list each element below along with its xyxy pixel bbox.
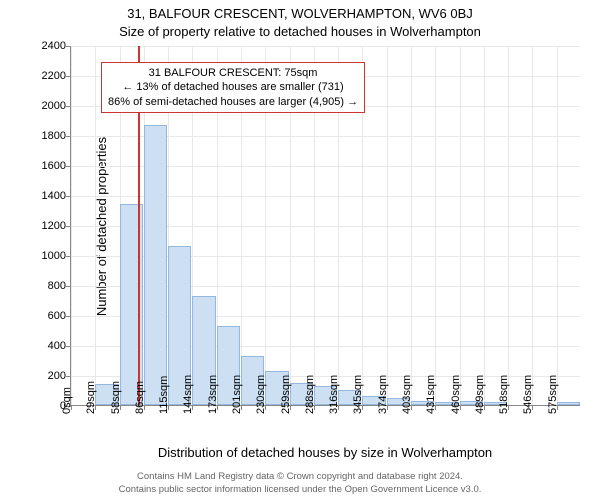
y-tick-label: 1400: [32, 190, 66, 202]
y-tick-label: 600: [32, 310, 66, 322]
y-tick-label: 800: [32, 280, 66, 292]
histogram-bar: [144, 125, 167, 406]
footer-line-2: Contains public sector information licen…: [0, 484, 600, 496]
annotation-box: 31 BALFOUR CRESCENT: 75sqm← 13% of detac…: [101, 62, 365, 113]
y-tick-label: 1600: [32, 160, 66, 172]
y-tick-label: 2400: [32, 40, 66, 52]
y-tick-label: 1000: [32, 250, 66, 262]
annotation-line: 31 BALFOUR CRESCENT: 75sqm: [108, 66, 358, 80]
y-tick-label: 1800: [32, 130, 66, 142]
chart-container: 31, BALFOUR CRESCENT, WOLVERHAMPTON, WV6…: [0, 0, 600, 500]
x-axis-label: Distribution of detached houses by size …: [70, 445, 580, 460]
annotation-line: 86% of semi-detached houses are larger (…: [108, 95, 358, 109]
y-tick-label: 400: [32, 340, 66, 352]
footer-line-1: Contains HM Land Registry data © Crown c…: [0, 471, 600, 483]
annotation-line: ← 13% of detached houses are smaller (73…: [108, 80, 358, 94]
histogram-bar: [557, 402, 580, 405]
y-tick-label: 2200: [32, 70, 66, 82]
chart-area: 31 BALFOUR CRESCENT: 75sqm← 13% of detac…: [70, 46, 580, 406]
y-tick-label: 1200: [32, 220, 66, 232]
y-tick-label: 2000: [32, 100, 66, 112]
footer-attribution: Contains HM Land Registry data © Crown c…: [0, 471, 600, 496]
title-main: 31, BALFOUR CRESCENT, WOLVERHAMPTON, WV6…: [0, 6, 600, 21]
y-tick-label: 200: [32, 370, 66, 382]
title-sub: Size of property relative to detached ho…: [0, 24, 600, 39]
